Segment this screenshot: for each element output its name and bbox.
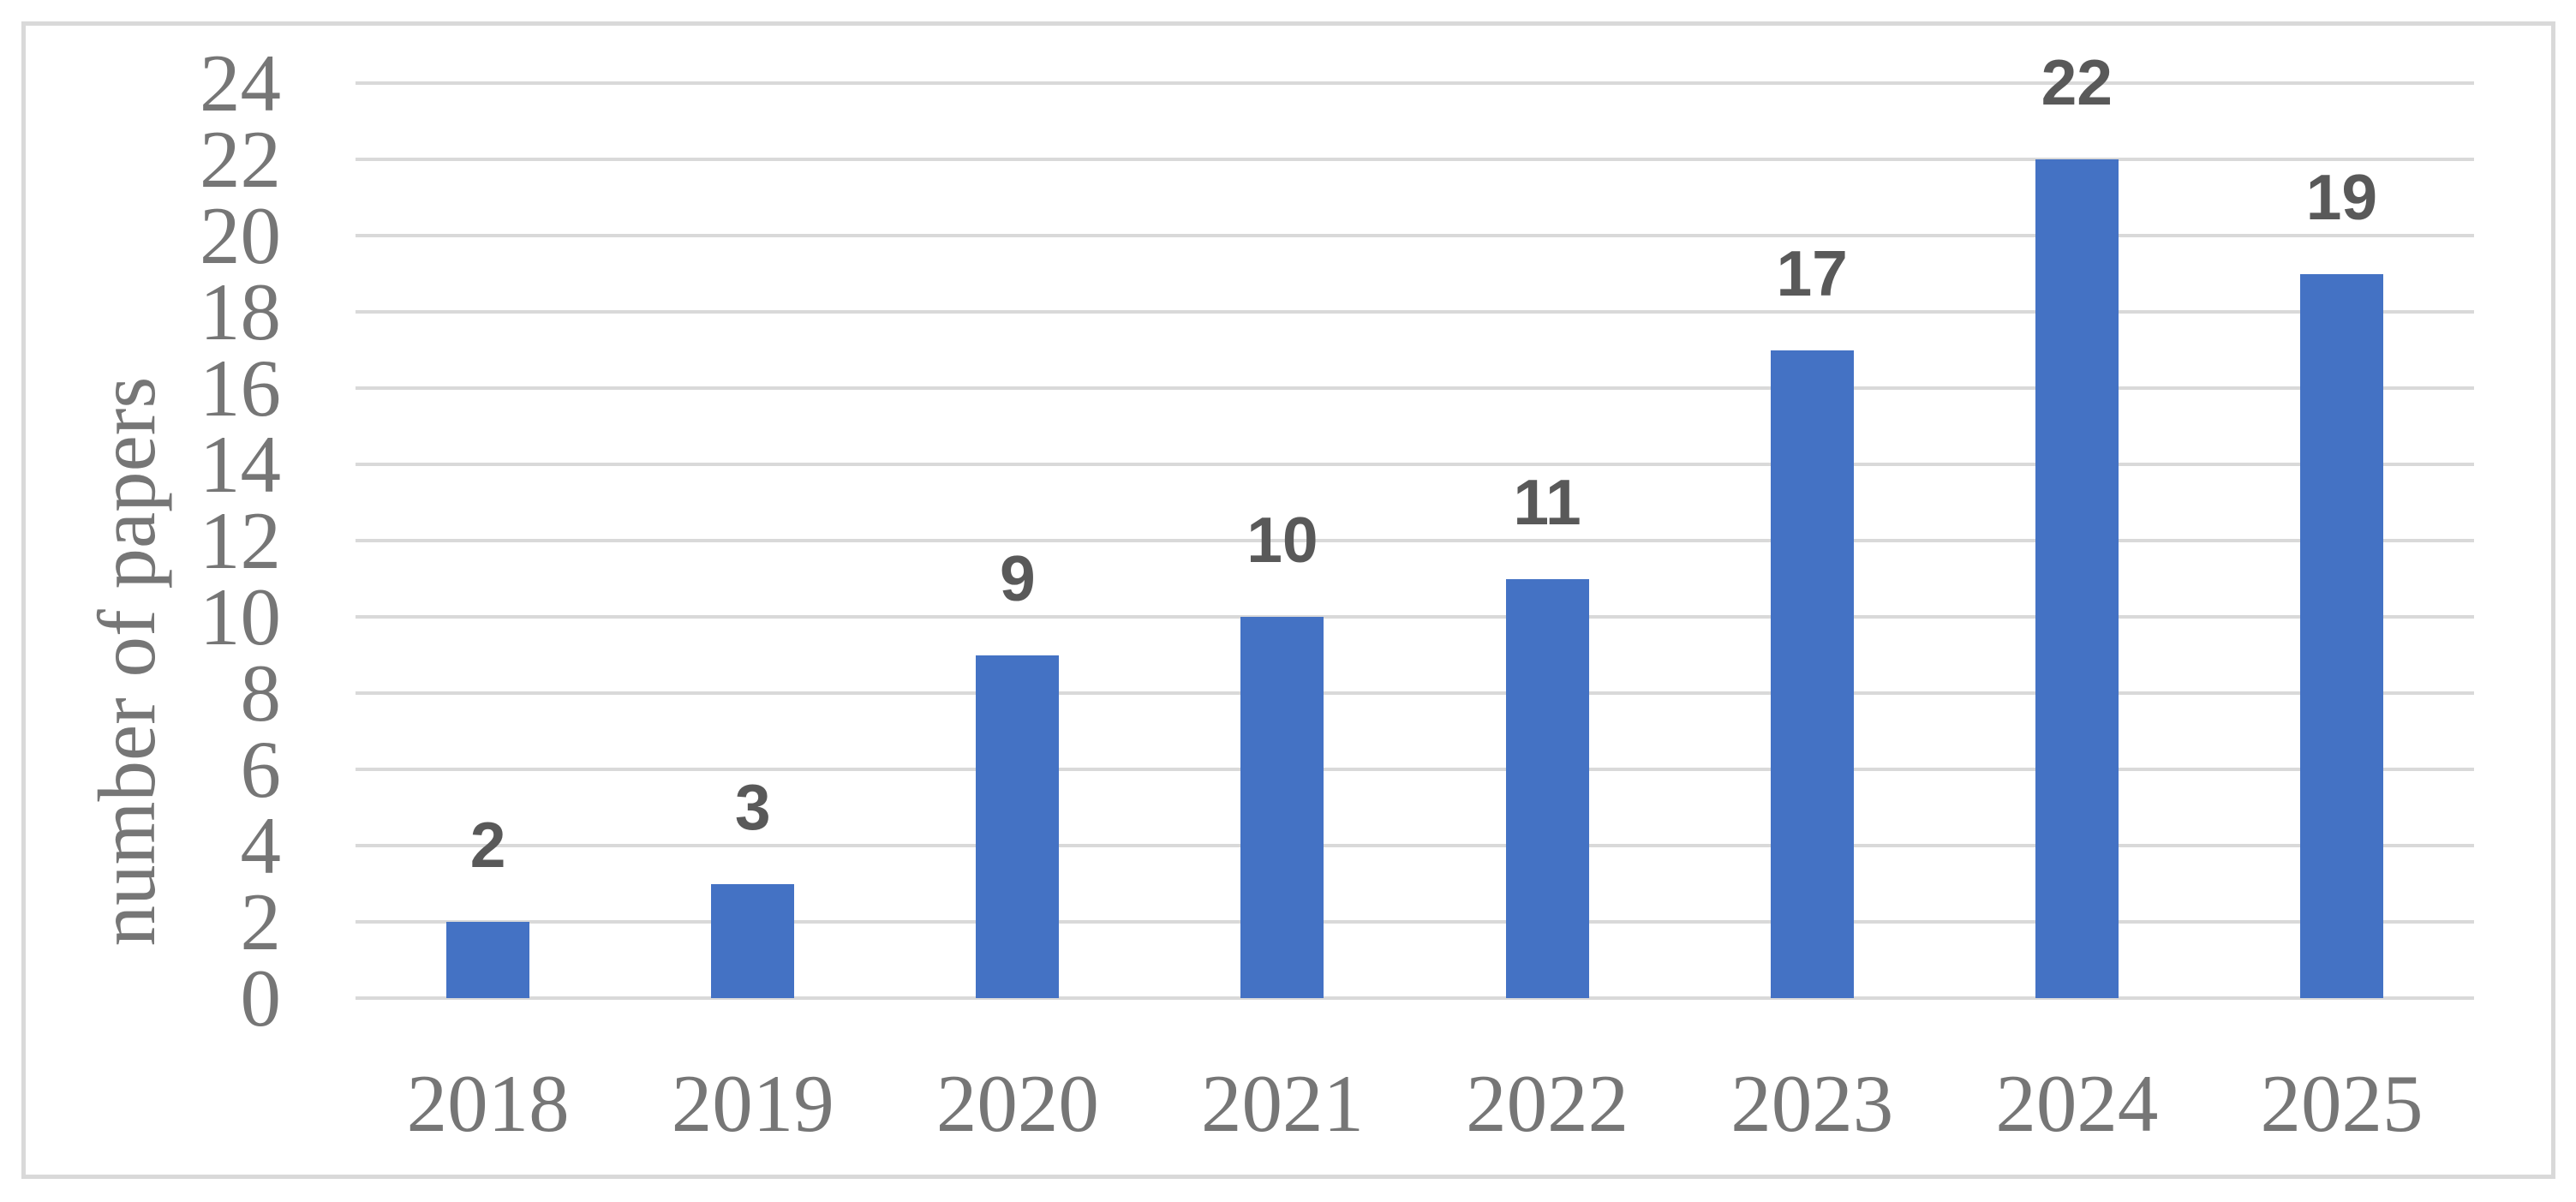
y-tick-label: 24: [200, 38, 281, 129]
bar: [976, 655, 1060, 998]
gridline: [356, 386, 2474, 390]
y-tick-label: 18: [200, 266, 281, 357]
bar: [2299, 273, 2383, 998]
bar-value-label: 3: [734, 770, 771, 843]
gridline: [356, 81, 2474, 85]
y-tick-label: 0: [240, 953, 282, 1044]
bar: [1770, 350, 1854, 998]
gridline: [356, 158, 2474, 161]
bar-value-label: 11: [1513, 465, 1581, 538]
gridline: [356, 920, 2474, 924]
y-tick-label: 16: [200, 343, 281, 434]
gridline: [356, 691, 2474, 695]
bar-value-label: 17: [1776, 236, 1848, 309]
y-tick-label: 14: [200, 419, 281, 510]
gridline: [356, 996, 2474, 1000]
gridline: [356, 310, 2474, 314]
bar: [1505, 578, 1589, 998]
bar-value-label: 22: [2041, 46, 2113, 118]
y-tick-label: 12: [200, 495, 281, 586]
bar-value-label: 19: [2305, 160, 2378, 233]
gridline: [356, 463, 2474, 466]
x-tick-label: 2021: [1200, 1058, 1364, 1149]
chart-outer-border: [21, 21, 2555, 1179]
bar-value-label: 2: [469, 809, 506, 881]
x-tick-label: 2023: [1730, 1058, 1894, 1149]
x-tick-label: 2019: [671, 1058, 834, 1149]
gridline: [356, 234, 2474, 237]
bar: [1240, 617, 1324, 998]
bar: [711, 883, 795, 998]
y-tick-label: 2: [240, 876, 282, 967]
gridline: [356, 844, 2474, 847]
y-tick-label: 6: [240, 724, 282, 815]
x-tick-label: 2022: [1466, 1058, 1629, 1149]
x-tick-label: 2020: [935, 1058, 1099, 1149]
bar-value-label: 9: [999, 541, 1036, 614]
bar: [2035, 159, 2119, 998]
gridline: [356, 539, 2474, 542]
bar: [446, 922, 530, 998]
x-tick-label: 2025: [2260, 1058, 2424, 1149]
y-tick-label: 10: [200, 571, 281, 662]
gridline: [356, 768, 2474, 771]
y-tick-label: 4: [240, 800, 282, 891]
y-tick-label: 20: [200, 190, 281, 281]
bar-value-label: 10: [1246, 504, 1318, 576]
gridline: [356, 615, 2474, 619]
x-tick-label: 2018: [406, 1058, 570, 1149]
y-tick-label: 8: [240, 648, 282, 739]
y-tick-label: 22: [200, 114, 281, 205]
x-tick-label: 2024: [1995, 1058, 2159, 1149]
